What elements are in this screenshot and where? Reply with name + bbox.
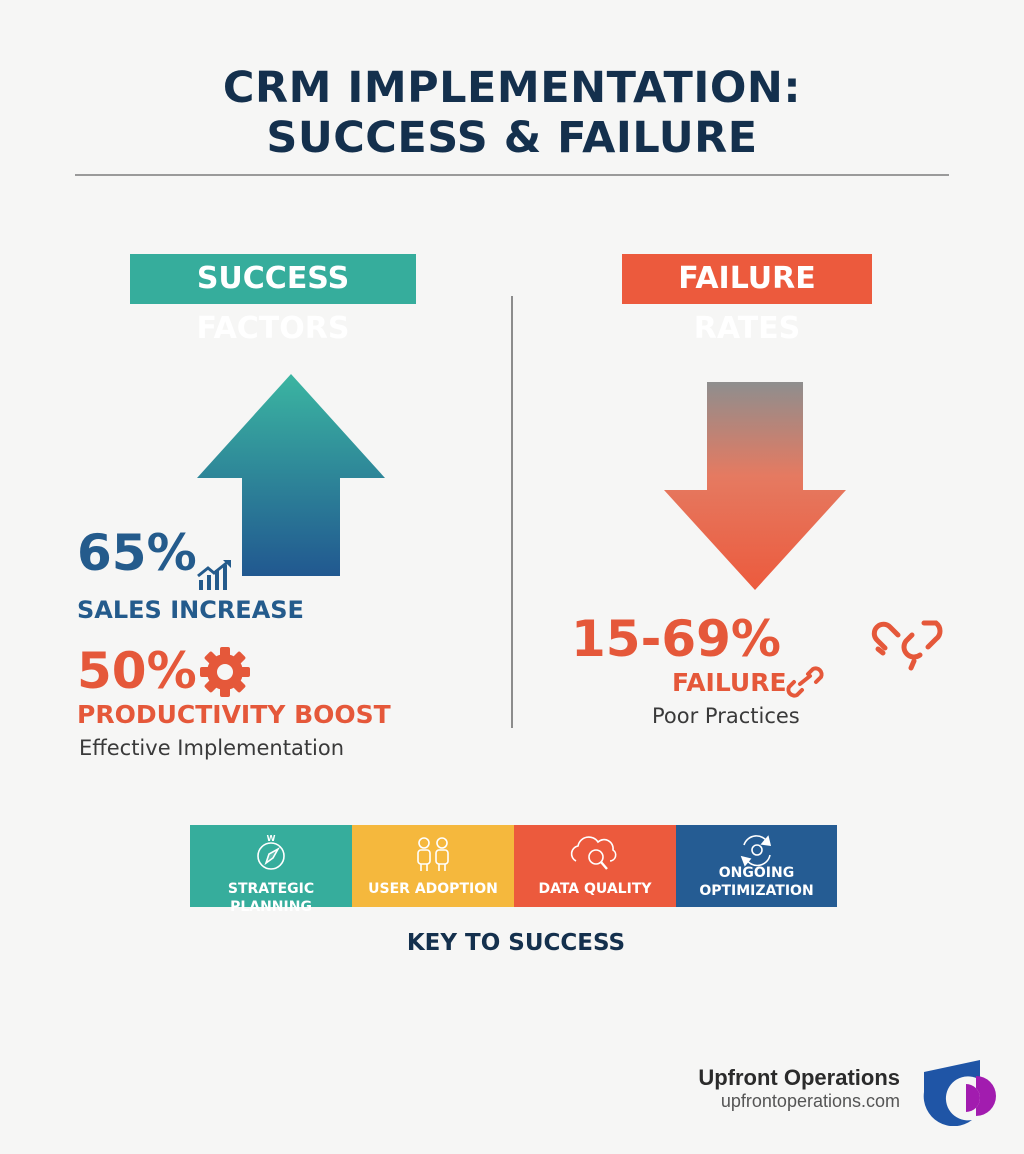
trend-chart-icon (197, 559, 231, 590)
key-label-line-1: ONGOING (718, 865, 795, 881)
users-icon (417, 837, 449, 871)
key-label: DATA QUALITY (538, 881, 652, 897)
key-to-success-caption: KEY TO SUCCESS (406, 930, 626, 956)
brand-name: Upfront Operations (698, 1065, 900, 1090)
column-divider (511, 296, 513, 728)
key-user-adoption: USER ADOPTION (352, 825, 514, 907)
brand-url: upfrontoperations.com (720, 1091, 900, 1111)
failure-rate-value: 15-69% (571, 610, 782, 668)
productivity-boost-label: PRODUCTIVITY BOOST (77, 700, 391, 729)
title-line-1: CRM IMPLEMENTATION: (222, 63, 802, 113)
down-arrow-icon (664, 382, 846, 590)
key-label: USER ADOPTION (368, 881, 498, 897)
key-data-quality: DATA QUALITY (514, 825, 676, 907)
svg-text:W: W (267, 834, 276, 843)
cycle-gear-icon (740, 835, 772, 867)
success-factors-heading: SUCCESS FACTORS (130, 254, 416, 346)
key-ongoing-optimization: ONGOING OPTIMIZATION (676, 825, 837, 907)
gear-icon (200, 647, 250, 697)
failure-label: FAILURE (672, 668, 787, 697)
key-strategic-planning: W STRATEGIC PLANNING (190, 825, 352, 915)
failure-rates-heading: FAILURE RATES (622, 254, 872, 346)
title-line-2: SUCCESS & FAILURE (266, 113, 758, 163)
key-label: STRATEGIC PLANNING (227, 881, 315, 915)
compass-icon: W (257, 834, 285, 870)
sales-increase-value: 65% (77, 524, 197, 582)
title-divider (75, 174, 949, 176)
key-label-line-2: OPTIMIZATION (699, 883, 814, 899)
cloud-search-icon (570, 836, 617, 870)
broken-link-icon (786, 666, 824, 698)
broken-link-icon (871, 620, 943, 671)
failure-caption: Poor Practices (652, 704, 800, 728)
productivity-boost-value: 50% (77, 642, 197, 700)
brand-logo (923, 1060, 996, 1126)
sales-increase-label: SALES INCREASE (77, 596, 304, 624)
up-arrow-icon (197, 374, 385, 576)
success-caption: Effective Implementation (79, 736, 345, 760)
